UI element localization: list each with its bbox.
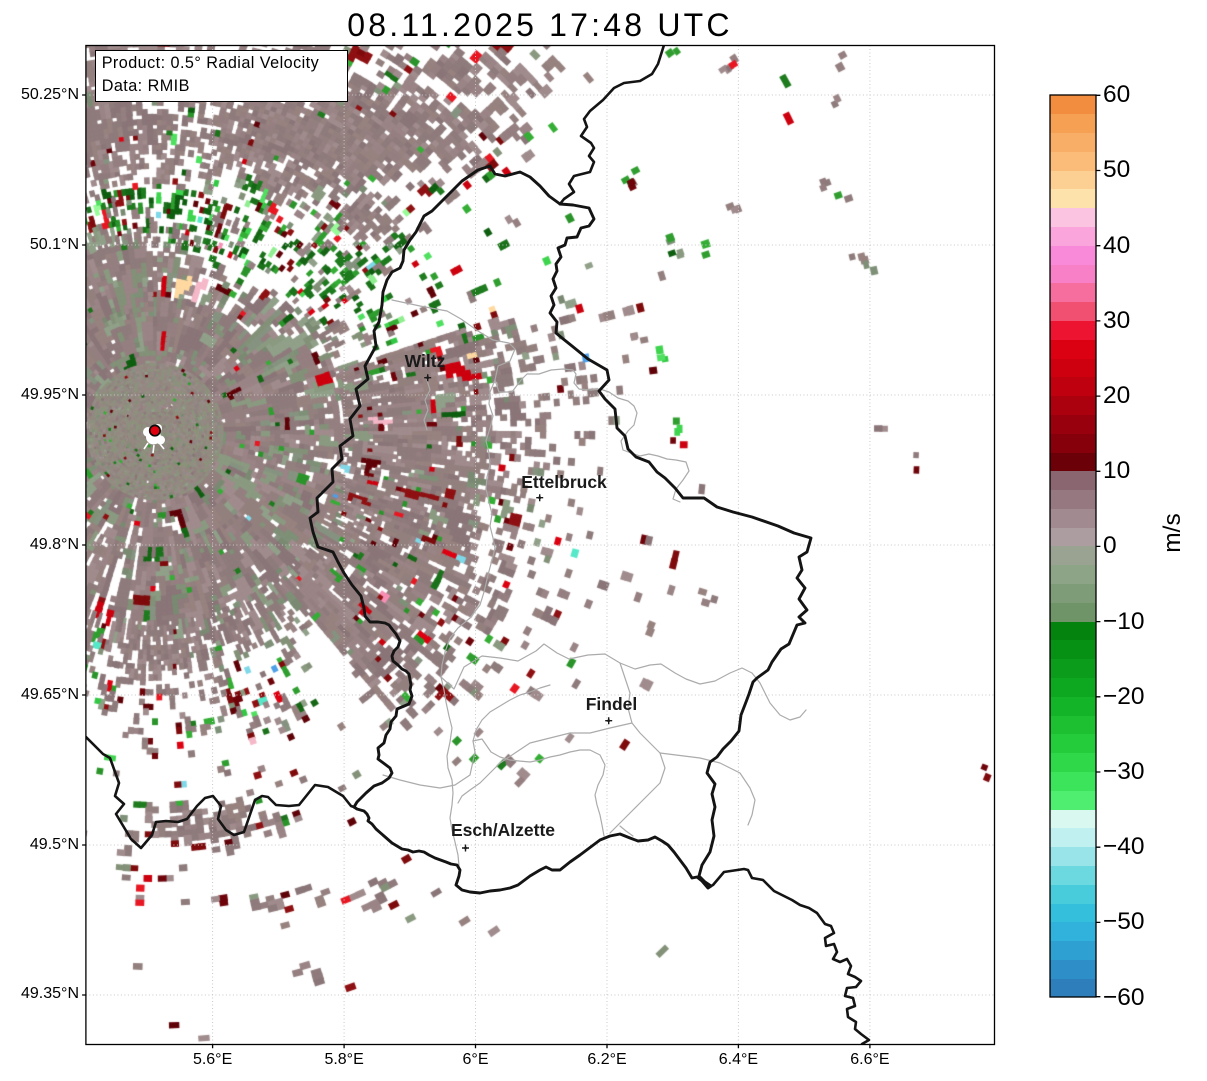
svg-text:Findel: Findel [586,694,638,714]
svg-text:Wiltz: Wiltz [405,351,446,371]
svg-text:Esch/Alzette: Esch/Alzette [451,820,555,840]
svg-text:Ettelbruck: Ettelbruck [521,472,607,492]
